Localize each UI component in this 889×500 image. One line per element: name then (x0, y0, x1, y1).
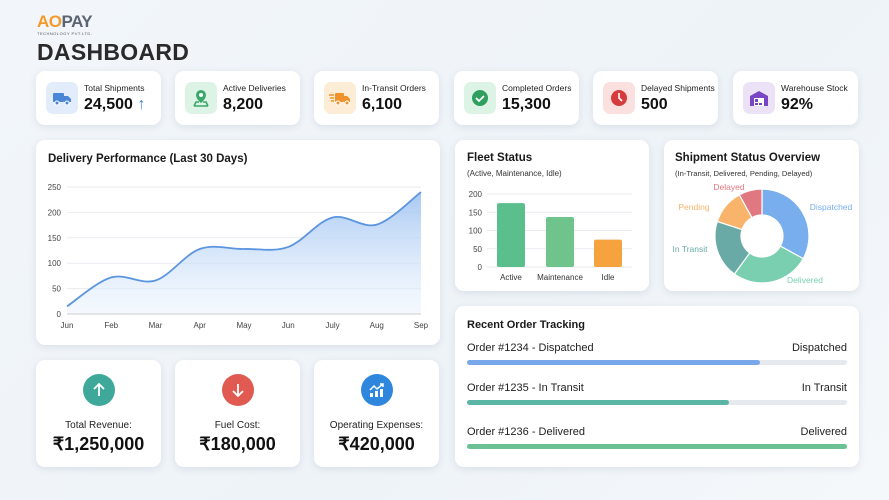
donut-subtitle: (In-Transit, Delivered, Pending, Delayed… (675, 169, 813, 178)
order-row[interactable]: Order #1236 - Delivered Delivered (467, 426, 847, 449)
x-tick-label: July (325, 321, 339, 330)
warehouse-icon (743, 82, 775, 114)
truck-icon (46, 82, 78, 114)
kpi-card-total-shipments[interactable]: Total Shipments 24,500 ↑ (36, 71, 161, 125)
logo: AOPAY TECHNOLOGY PVT.LTD. (37, 13, 107, 37)
recent-order-tracking-card: Recent Order Tracking Order #1234 - Disp… (455, 306, 859, 467)
kpi-value: 24,500 (84, 96, 133, 113)
order-row[interactable]: Order #1235 - In Transit In Transit (467, 382, 847, 405)
kpi-value: 15,300 (502, 96, 551, 113)
order-name: Order #1235 - In Transit (467, 382, 584, 394)
x-tick-label: Sep (414, 321, 429, 330)
x-tick-label: Aug (370, 321, 384, 330)
order-progress-bar (467, 400, 847, 405)
kpi-value: 8,200 (223, 96, 264, 113)
finance-card: Total Revenue: ₹1,250,000 (36, 360, 161, 467)
fleet-title: Fleet Status (467, 152, 533, 164)
x-tick-label: Jun (61, 321, 74, 330)
kpi-label: In-Transit Orders (362, 83, 426, 93)
y-tick-label: 200 (48, 208, 62, 217)
x-tick-label: Apr (194, 321, 207, 330)
kpi-value-row: 92% (781, 95, 813, 114)
trend-up-icon: ↑ (137, 96, 146, 113)
kpi-value-row: 500 (641, 95, 668, 114)
order-status: Delivered (800, 426, 847, 438)
y-tick-label: 100 (48, 259, 62, 268)
finance-value: ₹420,000 (338, 434, 415, 454)
donut-title: Shipment Status Overview (675, 152, 821, 164)
y-tick-label: 0 (57, 310, 62, 319)
chart-up-icon (361, 374, 393, 406)
order-progress-fill (467, 400, 730, 405)
page-title: DASHBOARD (37, 39, 190, 65)
y-tick-label: 150 (48, 234, 62, 243)
finance-value: ₹1,250,000 (52, 434, 145, 454)
logo-wordmark: AOPAY (37, 12, 93, 31)
orders-title: Recent Order Tracking (467, 319, 585, 331)
finance-label: Fuel Cost: (214, 420, 261, 431)
kpi-value: 500 (641, 96, 668, 113)
kpi-value-row: 24,500 ↑ (84, 95, 145, 114)
area-fill (67, 192, 421, 314)
y-tick-label: 250 (48, 183, 62, 192)
finance-label: Total Revenue: (65, 420, 132, 431)
kpi-label: Active Deliveries (223, 83, 286, 93)
kpi-value-row: 8,200 (223, 95, 263, 114)
order-status: Dispatched (791, 342, 847, 354)
kpi-label: Completed Orders (502, 83, 572, 93)
order-name: Order #1236 - Delivered (467, 426, 586, 438)
order-progress-bar (467, 360, 847, 365)
arrow-down-icon (222, 374, 254, 406)
finance-label: Operating Expenses: (329, 420, 424, 431)
x-tick-label: Feb (104, 321, 118, 330)
kpi-card-completed-orders[interactable]: Completed Orders 15,300 (454, 71, 579, 125)
kpi-card-in-transit-orders[interactable]: In-Transit Orders 6,100 (314, 71, 439, 125)
order-progress-bar (467, 444, 847, 449)
fleet-status-card: Fleet Status (Active, Maintenance, Idle) (455, 140, 649, 291)
map-pin-icon (185, 82, 217, 114)
x-tick-label: Mar (149, 321, 163, 330)
fast-truck-icon (324, 82, 356, 114)
kpi-card-active-deliveries[interactable]: Active Deliveries 8,200 (175, 71, 300, 125)
kpi-card-warehouse-stock[interactable]: Warehouse Stock 92% (733, 71, 858, 125)
order-status: In Transit (801, 382, 847, 394)
y-tick-label: 50 (52, 285, 61, 294)
order-progress-fill (467, 360, 760, 365)
kpi-card-delayed-shipments[interactable]: Delayed Shipments 500 (593, 71, 718, 125)
kpi-label: Total Shipments (84, 83, 145, 93)
check-circle-icon (464, 82, 496, 114)
finance-value: ₹180,000 (199, 434, 276, 454)
finance-card: Operating Expenses: ₹420,000 (314, 360, 439, 467)
kpi-value: 6,100 (362, 96, 403, 113)
clock-icon (603, 82, 635, 114)
x-tick-label: May (236, 321, 251, 330)
order-progress-fill (467, 444, 847, 449)
order-name: Order #1234 - Dispatched (467, 342, 594, 354)
fleet-subtitle: (Active, Maintenance, Idle) (467, 169, 562, 178)
kpi-label: Delayed Shipments (641, 83, 715, 93)
x-tick-label: Jun (282, 321, 295, 330)
kpi-value-row: 15,300 (502, 95, 551, 114)
finance-card: Fuel Cost: ₹180,000 (175, 360, 300, 467)
kpi-value: 92% (781, 96, 814, 113)
order-row[interactable]: Order #1234 - Dispatched Dispatched (467, 342, 847, 365)
arrow-up-icon (83, 374, 115, 406)
kpi-value-row: 6,100 (362, 95, 402, 114)
shipment-status-card: Shipment Status Overview (In-Transit, De… (664, 140, 859, 291)
chart-title: Delivery Performance (Last 30 Days) (48, 153, 248, 165)
logo-subtitle: TECHNOLOGY PVT.LTD. (37, 31, 93, 36)
kpi-label: Warehouse Stock (781, 83, 848, 93)
